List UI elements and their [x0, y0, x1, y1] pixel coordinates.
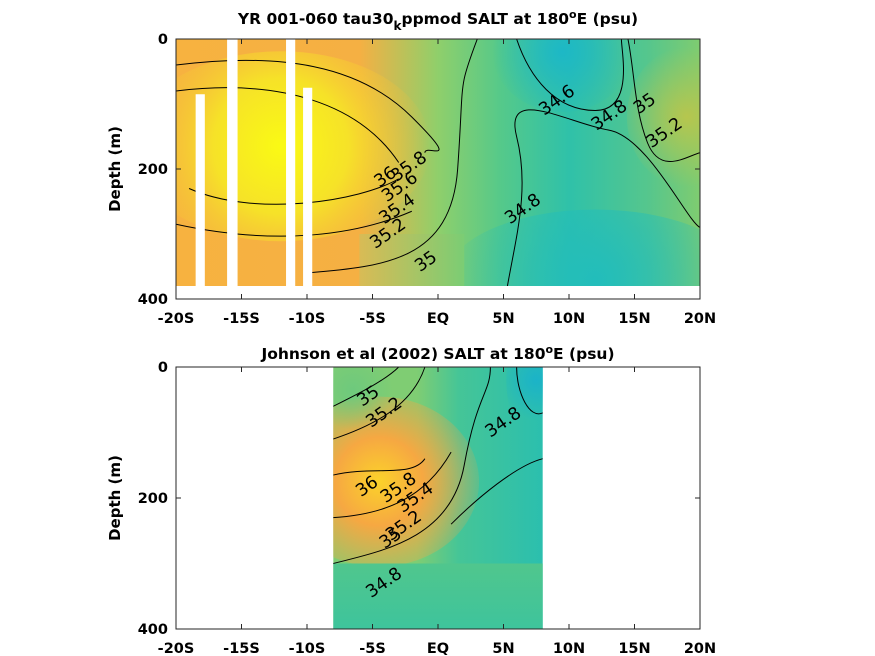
x-tick-label: -10S: [289, 311, 326, 327]
missing-data-column: [303, 87, 313, 286]
y-tick-label: 200: [138, 491, 168, 507]
x-tick-label: EQ: [427, 311, 449, 327]
contour-line: [176, 59, 440, 153]
contour-line: [333, 367, 491, 564]
y-tick-label: 0: [158, 32, 168, 48]
y-tick-label: 400: [138, 292, 168, 308]
y-tick-label: 0: [158, 360, 168, 376]
contour-line: [333, 367, 426, 440]
contour-line: [450, 458, 543, 525]
contour-line: [333, 458, 426, 476]
x-tick-label: -5S: [359, 641, 386, 656]
fresh-pool: [492, 39, 633, 112]
x-tick-label: 10N: [553, 641, 585, 656]
salinity-core: [333, 396, 480, 567]
contour-line: [506, 109, 700, 286]
x-tick-label: 5N: [492, 641, 514, 656]
x-tick-label: -20S: [158, 311, 195, 327]
y-tick-label: 400: [138, 622, 168, 638]
x-tick-label: 15N: [618, 311, 650, 327]
missing-data-column: [195, 94, 205, 286]
contour-line: [627, 39, 700, 162]
contour-line: [516, 39, 624, 112]
deep-south: [359, 234, 465, 286]
x-tick-label: 15N: [618, 641, 650, 656]
x-tick-label: 20N: [684, 311, 716, 327]
x-tick-label: EQ: [427, 641, 449, 656]
x-tick-label: -20S: [158, 641, 195, 656]
contour-line: [516, 367, 543, 415]
contour-line: [176, 210, 412, 237]
contour-line: [333, 367, 400, 407]
x-tick-label: -10S: [289, 641, 326, 656]
x-tick-label: 5N: [492, 311, 514, 327]
ne-fresh: [506, 367, 543, 441]
y-tick-label: 200: [138, 162, 168, 178]
salinity-field: [176, 39, 700, 286]
x-tick-label: -15S: [223, 641, 260, 656]
chart-title: YR 001-060 tau30kppmod SALT at 180oE (ps…: [237, 8, 638, 33]
deep-fresh: [445, 209, 700, 286]
x-tick-label: 10N: [553, 311, 585, 327]
ne-salty-lens: [626, 47, 700, 187]
missing-data-column: [227, 39, 238, 286]
x-tick-label: 20N: [684, 641, 716, 656]
x-tick-label: -5S: [359, 311, 386, 327]
deep-layer: [333, 563, 543, 629]
missing-data-column: [286, 39, 296, 286]
chart-title: Johnson et al (2002) SALT at 180oE (psu): [260, 343, 614, 363]
contour-line: [333, 451, 452, 519]
x-tick-label: -15S: [223, 311, 260, 327]
y-axis-label: Depth (m): [106, 126, 124, 212]
salinity-field: [333, 367, 543, 629]
contour-line: [306, 39, 478, 274]
chart-panel-1: 34.6 34.83535.23635.835.635.435.23534.8-2…: [106, 8, 716, 327]
y-axis-label: Depth (m): [106, 455, 124, 541]
